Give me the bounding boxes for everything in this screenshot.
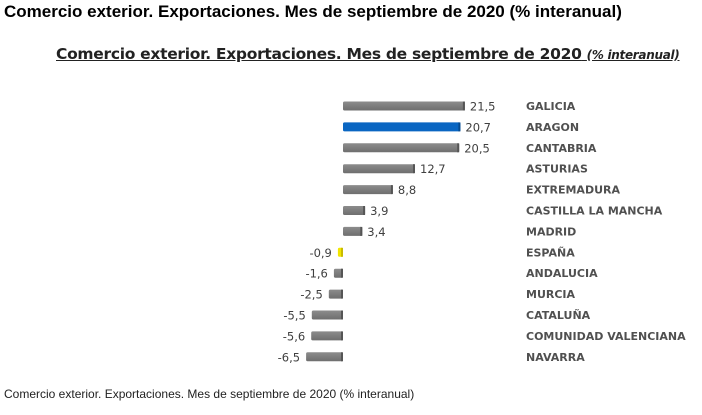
category-label: MADRID	[526, 225, 576, 238]
data-label: 3,4	[367, 225, 385, 239]
category-label: ARAGON	[526, 121, 579, 134]
data-label: -6,5	[278, 350, 300, 364]
data-label: 21,5	[470, 100, 496, 114]
bar-cataluña	[311, 310, 343, 320]
data-label: 20,7	[465, 120, 491, 134]
category-label: ANDALUCIA	[526, 267, 598, 280]
chart-title-main: Comercio exterior. Exportaciones. Mes de…	[56, 45, 582, 63]
bar-aragon	[343, 122, 461, 132]
category-label: EXTREMADURA	[526, 184, 620, 197]
data-label: 8,8	[398, 183, 416, 197]
data-label: 3,9	[370, 204, 388, 218]
data-label: -2,5	[300, 288, 322, 302]
category-label: CANTABRIA	[526, 142, 597, 155]
bar-castilla-la-mancha	[343, 206, 366, 215]
bar-chart: 21,5 GALICIA 20,7 ARAGON 20,5 CANTABRIA 12,7 AS…	[278, 100, 686, 365]
category-label: ESPAÑA	[526, 246, 575, 259]
category-label: MURCIA	[526, 288, 576, 301]
bar-cantabria	[343, 143, 460, 153]
bar-edge	[462, 101, 465, 111]
bar-edge	[413, 164, 415, 174]
data-label: -0,9	[309, 246, 331, 260]
bar-madrid	[343, 226, 363, 236]
category-label: NAVARRA	[526, 351, 585, 364]
bar-andalucia	[333, 268, 343, 278]
category-label: CASTILLA LA MANCHA	[526, 205, 663, 218]
bar-edge	[363, 206, 366, 215]
bar-edge	[458, 122, 461, 132]
data-label: 12,7	[420, 162, 446, 176]
bar-navarra	[306, 352, 343, 362]
category-label: CATALUÑA	[526, 309, 591, 322]
bar-edge	[341, 268, 343, 278]
chart-subtitle: (% interanual)	[586, 48, 680, 62]
bar-edge	[341, 310, 343, 320]
bar-edge	[390, 185, 393, 195]
bar-edge	[341, 247, 343, 257]
bar-comunidad-valenciana	[311, 331, 343, 341]
data-label: -5,6	[283, 329, 305, 343]
category-label: GALICIA	[526, 100, 576, 113]
chart-title: Comercio exterior. Exportaciones. Mes de…	[56, 45, 680, 63]
bar-edge	[360, 226, 363, 236]
category-label: ASTURIAS	[526, 163, 588, 176]
bar-edge	[457, 143, 460, 153]
bar-edge	[341, 289, 343, 299]
bar-galicia	[343, 101, 465, 111]
bar-edge	[341, 352, 343, 362]
bar-extremadura	[343, 185, 393, 195]
bar-murcia	[328, 289, 343, 299]
bar-asturias	[343, 164, 415, 174]
data-label: -1,6	[305, 267, 327, 281]
data-label: 20,5	[464, 141, 490, 155]
data-label: -5,5	[283, 309, 305, 323]
bar-edge	[341, 331, 343, 341]
category-label: COMUNIDAD VALENCIANA	[526, 330, 686, 343]
page-title: Comercio exterior. Exportaciones. Mes de…	[4, 2, 622, 21]
image-caption: Comercio exterior. Exportaciones. Mes de…	[4, 387, 415, 401]
